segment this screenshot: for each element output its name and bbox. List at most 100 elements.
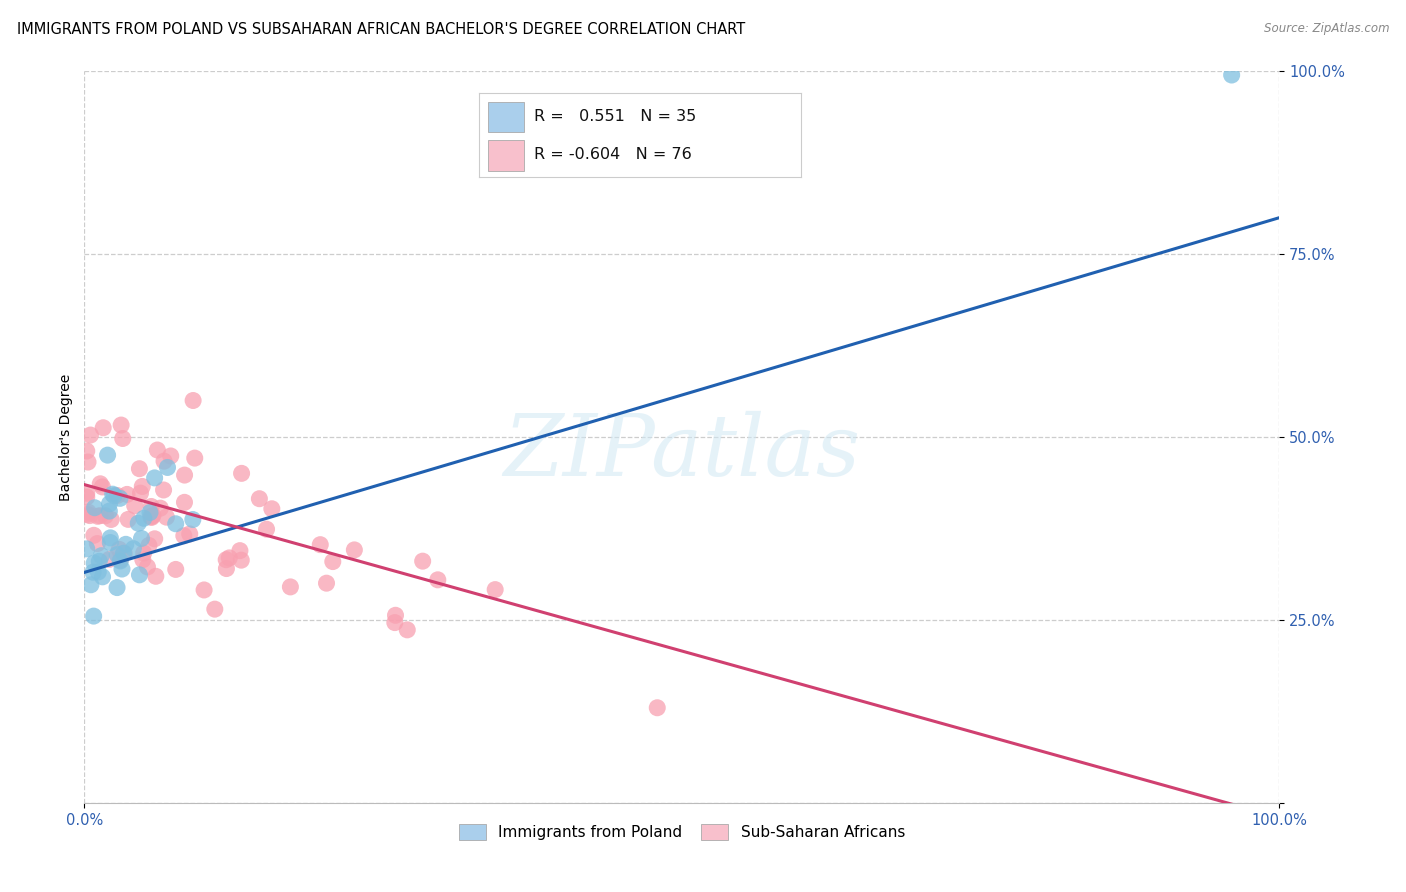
Point: [155, 510, 177, 524]
Point: [108, 542, 131, 557]
Text: ZIPatlas: ZIPatlas: [503, 410, 860, 493]
Point: [139, 510, 162, 524]
Point: [215, 561, 238, 575]
Point: [136, 560, 159, 574]
Point: [343, 542, 366, 557]
Point: [100, 512, 122, 526]
Point: [76, 486, 98, 500]
Point: [86, 509, 108, 524]
Point: [309, 538, 332, 552]
Point: [412, 554, 434, 568]
Point: [89, 476, 111, 491]
Point: [90, 549, 112, 563]
Text: IMMIGRANTS FROM POLAND VS SUBSAHARAN AFRICAN BACHELOR'S DEGREE CORRELATION CHART: IMMIGRANTS FROM POLAND VS SUBSAHARAN AFR…: [17, 22, 745, 37]
Point: [141, 500, 163, 514]
Point: [83, 500, 105, 515]
Point: [86, 536, 108, 550]
Point: [110, 554, 132, 568]
Point: [98, 535, 121, 549]
Point: [426, 573, 449, 587]
Point: [76, 541, 98, 556]
Point: [122, 541, 145, 556]
Point: [132, 546, 155, 560]
Point: [110, 553, 132, 567]
Point: [396, 623, 419, 637]
Point: [132, 552, 155, 566]
Point: [181, 512, 204, 526]
Point: [142, 508, 165, 523]
Point: [384, 615, 406, 630]
Point: [218, 550, 240, 565]
Point: [215, 552, 238, 566]
Point: [138, 538, 160, 552]
Point: [77, 505, 100, 519]
Point: [484, 582, 506, 597]
Point: [98, 552, 121, 566]
Point: [229, 543, 252, 558]
Point: [143, 532, 166, 546]
Point: [82, 565, 104, 579]
Point: [165, 562, 187, 576]
Point: [105, 488, 128, 502]
Y-axis label: Bachelor's Degree: Bachelor's Degree: [59, 374, 73, 500]
Point: [645, 700, 668, 714]
Point: [204, 602, 226, 616]
Point: [132, 511, 155, 525]
Point: [124, 499, 146, 513]
Point: [83, 528, 105, 542]
Point: [103, 489, 125, 503]
Point: [181, 393, 204, 408]
Point: [98, 504, 121, 518]
Point: [94, 508, 117, 523]
Point: [91, 421, 114, 435]
Point: [179, 527, 201, 541]
Point: [280, 580, 302, 594]
Point: [83, 556, 105, 570]
Point: [139, 506, 162, 520]
Point: [80, 578, 103, 592]
Point: [108, 491, 131, 506]
Point: [159, 449, 181, 463]
Point: [143, 471, 166, 485]
Point: [231, 553, 253, 567]
Point: [1220, 68, 1243, 82]
Point: [128, 461, 150, 475]
Point: [91, 480, 114, 494]
Point: [231, 467, 253, 481]
Point: [156, 460, 179, 475]
Point: [315, 576, 337, 591]
Point: [101, 487, 124, 501]
Point: [89, 554, 111, 568]
Point: [83, 609, 105, 624]
Point: [173, 468, 195, 483]
Point: [322, 555, 344, 569]
Point: [105, 581, 128, 595]
Point: [89, 508, 111, 523]
Point: [128, 567, 150, 582]
Point: [184, 451, 207, 466]
Point: [129, 486, 152, 500]
Point: [256, 522, 278, 536]
Point: [115, 487, 138, 501]
Point: [173, 529, 195, 543]
Point: [87, 565, 110, 579]
Point: [152, 483, 174, 497]
Point: [127, 516, 149, 531]
Point: [110, 418, 132, 433]
Point: [193, 582, 215, 597]
Point: [77, 455, 100, 469]
Point: [131, 479, 153, 493]
Point: [117, 512, 139, 526]
Point: [153, 454, 176, 468]
Point: [76, 508, 98, 522]
Point: [247, 491, 270, 506]
Point: [98, 497, 121, 511]
Point: [79, 428, 101, 442]
Point: [149, 501, 172, 516]
Point: [97, 448, 120, 462]
Legend: Immigrants from Poland, Sub-Saharan Africans: Immigrants from Poland, Sub-Saharan Afri…: [453, 817, 911, 847]
Point: [165, 516, 187, 531]
Point: [98, 531, 121, 545]
Point: [131, 532, 153, 546]
Point: [76, 490, 98, 504]
